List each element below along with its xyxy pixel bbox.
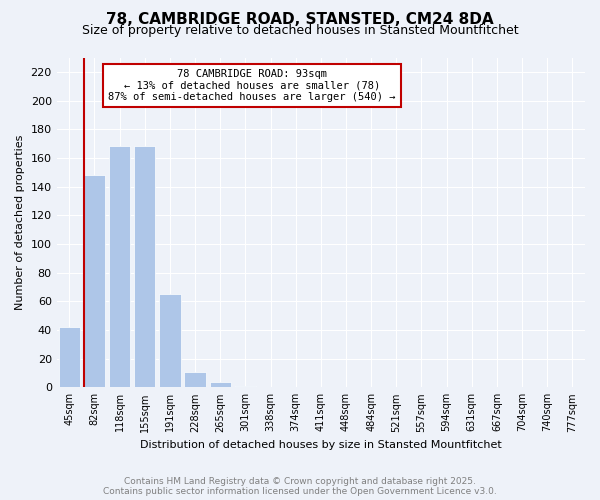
Bar (184, 372, 206, 388)
Text: Contains HM Land Registry data © Crown copyright and database right 2025.
Contai: Contains HM Land Registry data © Crown c… (103, 476, 497, 496)
Bar (235, 386, 256, 388)
Text: 78 CAMBRIDGE ROAD: 93sqm
← 13% of detached houses are smaller (78)
87% of semi-d: 78 CAMBRIDGE ROAD: 93sqm ← 13% of detach… (109, 69, 396, 102)
Bar (109, 146, 130, 388)
Bar (84, 175, 105, 388)
Text: Size of property relative to detached houses in Stansted Mountfitchet: Size of property relative to detached ho… (82, 24, 518, 37)
X-axis label: Distribution of detached houses by size in Stansted Mountfitchet: Distribution of detached houses by size … (140, 440, 502, 450)
Bar (59, 327, 80, 388)
Bar (209, 382, 231, 388)
Bar (134, 146, 155, 388)
Y-axis label: Number of detached properties: Number of detached properties (15, 134, 25, 310)
Bar (159, 294, 181, 388)
Text: 78, CAMBRIDGE ROAD, STANSTED, CM24 8DA: 78, CAMBRIDGE ROAD, STANSTED, CM24 8DA (106, 12, 494, 26)
